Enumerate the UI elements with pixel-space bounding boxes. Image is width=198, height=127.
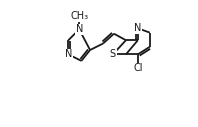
- Text: Cl: Cl: [133, 64, 143, 74]
- Text: N: N: [65, 49, 72, 59]
- Text: S: S: [110, 49, 116, 59]
- Text: N: N: [75, 24, 83, 34]
- Text: CH₃: CH₃: [70, 11, 88, 21]
- Text: N: N: [134, 23, 142, 33]
